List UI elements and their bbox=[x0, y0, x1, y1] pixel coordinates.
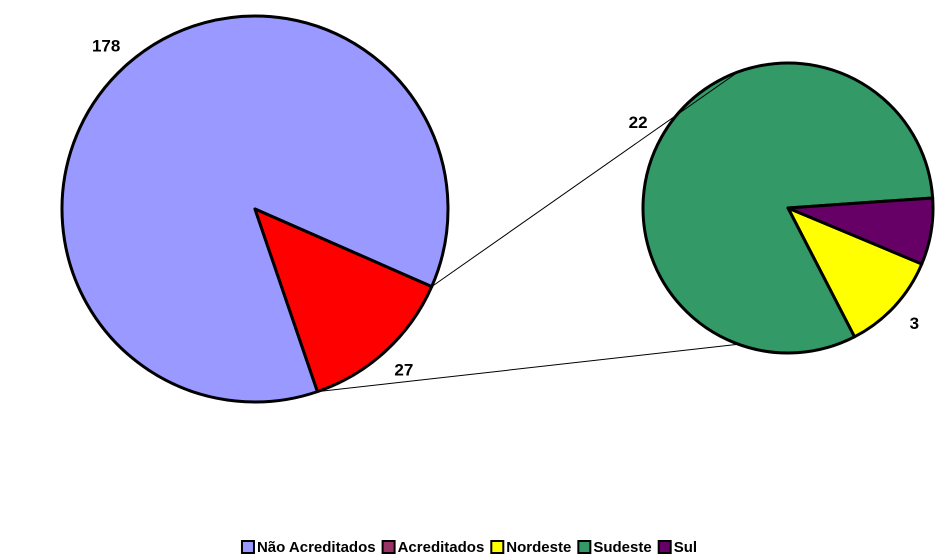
data-label: 27 bbox=[394, 360, 413, 379]
legend-swatch bbox=[577, 540, 592, 554]
legend-swatch bbox=[657, 540, 672, 554]
data-label: 3 bbox=[910, 314, 919, 333]
connector-line bbox=[317, 343, 739, 393]
legend-label: Nordeste bbox=[506, 539, 571, 556]
legend-swatch bbox=[381, 540, 396, 554]
data-label: 178 bbox=[92, 37, 120, 56]
pie-slice bbox=[786, 206, 924, 339]
legend-swatch bbox=[240, 540, 255, 554]
legend-label: Sul bbox=[674, 539, 697, 556]
pie-slice bbox=[253, 207, 434, 394]
legend-swatch bbox=[490, 540, 505, 554]
legend-label: Acreditados bbox=[398, 539, 485, 556]
data-label: 22 bbox=[629, 113, 648, 132]
pie-slice bbox=[786, 196, 935, 266]
legend-label: Não Acreditados bbox=[257, 539, 376, 556]
connector-line bbox=[431, 71, 739, 288]
legend-label: Sudeste bbox=[593, 539, 651, 556]
